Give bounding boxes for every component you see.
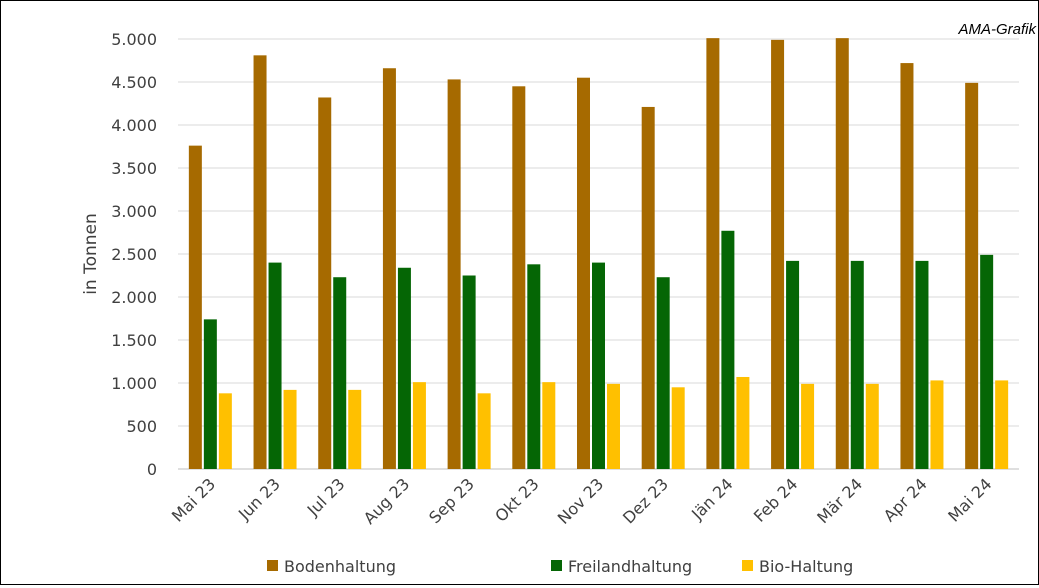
x-tick-label: Aug 23 xyxy=(360,474,414,528)
y-axis-label: in Tonnen xyxy=(81,213,101,295)
x-tick-label: Jun 23 xyxy=(234,474,284,524)
bar-bodenhaltung xyxy=(706,38,720,469)
bar-bodenhaltung xyxy=(577,77,590,469)
y-tick-label: 3.500 xyxy=(111,159,157,178)
x-tick-label: Mär 24 xyxy=(813,474,866,527)
bar-freilandhaltung xyxy=(980,254,994,469)
x-tick-label: Apr 24 xyxy=(880,474,931,525)
bar-bio-haltung xyxy=(671,387,685,469)
bar-bio-haltung xyxy=(542,382,556,469)
y-tick-label: 1.500 xyxy=(111,331,157,350)
x-tick-label: Sep 23 xyxy=(425,474,478,527)
bar-freilandhaltung xyxy=(850,260,864,469)
chart-credit: AMA-Grafik xyxy=(958,21,1036,38)
bar-freilandhaltung xyxy=(333,277,347,469)
bar-freilandhaltung xyxy=(656,277,670,469)
bar-bodenhaltung xyxy=(318,97,332,469)
bar-bio-haltung xyxy=(348,389,362,469)
bar-bodenhaltung xyxy=(641,106,655,469)
bar-bodenhaltung xyxy=(512,86,526,470)
legend-label: Bio-Haltung xyxy=(759,557,853,576)
legend-swatch xyxy=(551,560,562,571)
bar-freilandhaltung xyxy=(268,262,282,469)
bar-bio-haltung xyxy=(930,380,944,469)
x-tick-label: Mai 23 xyxy=(168,474,219,525)
bar-bio-haltung xyxy=(736,376,750,469)
y-tick-label: 5.000 xyxy=(111,30,157,49)
x-tick-label: Jän 24 xyxy=(687,474,737,524)
y-tick-label: 3.000 xyxy=(111,202,157,221)
y-tick-label: 4.500 xyxy=(111,73,157,92)
x-tick-label: Jul 23 xyxy=(303,474,349,520)
bar-bio-haltung xyxy=(607,383,620,469)
bar-bio-haltung xyxy=(865,383,879,469)
legend-label: Bodenhaltung xyxy=(284,557,396,576)
bar-bodenhaltung xyxy=(900,63,914,469)
y-tick-label: 1.000 xyxy=(111,374,157,393)
x-tick-label: Dez 23 xyxy=(619,474,672,527)
x-tick-label: Okt 23 xyxy=(491,474,542,525)
bar-freilandhaltung xyxy=(721,230,735,469)
bar-freilandhaltung xyxy=(527,264,541,469)
y-tick-label: 2.500 xyxy=(111,245,157,264)
x-tick-label: Mai 24 xyxy=(944,474,995,525)
bar-bio-haltung xyxy=(218,393,232,469)
legend-swatch xyxy=(742,560,753,571)
bar-bio-haltung xyxy=(801,383,815,469)
bar-bodenhaltung xyxy=(965,82,979,470)
x-tick-label: Nov 23 xyxy=(554,474,608,528)
bar-bodenhaltung xyxy=(447,79,461,470)
bar-bio-haltung xyxy=(995,380,1009,469)
bar-freilandhaltung xyxy=(397,267,411,469)
legend-swatch xyxy=(267,560,278,571)
bar-freilandhaltung xyxy=(786,260,800,469)
bar-bio-haltung xyxy=(477,393,491,469)
bar-bodenhaltung xyxy=(188,145,202,469)
bar-freilandhaltung xyxy=(462,275,476,469)
y-tick-label: 0 xyxy=(147,460,157,479)
y-tick-label: 4.000 xyxy=(111,116,157,135)
bar-freilandhaltung xyxy=(592,262,605,469)
y-tick-label: 500 xyxy=(126,417,157,436)
x-tick-label: Feb 24 xyxy=(750,474,801,525)
bar-freilandhaltung xyxy=(203,319,217,469)
bar-freilandhaltung xyxy=(915,260,929,469)
legend-label: Freilandhaltung xyxy=(568,557,692,576)
y-tick-label: 2.000 xyxy=(111,288,157,307)
bar-bodenhaltung xyxy=(253,55,267,470)
bar-bio-haltung xyxy=(412,382,426,469)
bar-bodenhaltung xyxy=(835,38,849,469)
bar-bodenhaltung xyxy=(771,39,785,470)
bar-bio-haltung xyxy=(283,389,297,469)
bar-bodenhaltung xyxy=(382,68,396,470)
